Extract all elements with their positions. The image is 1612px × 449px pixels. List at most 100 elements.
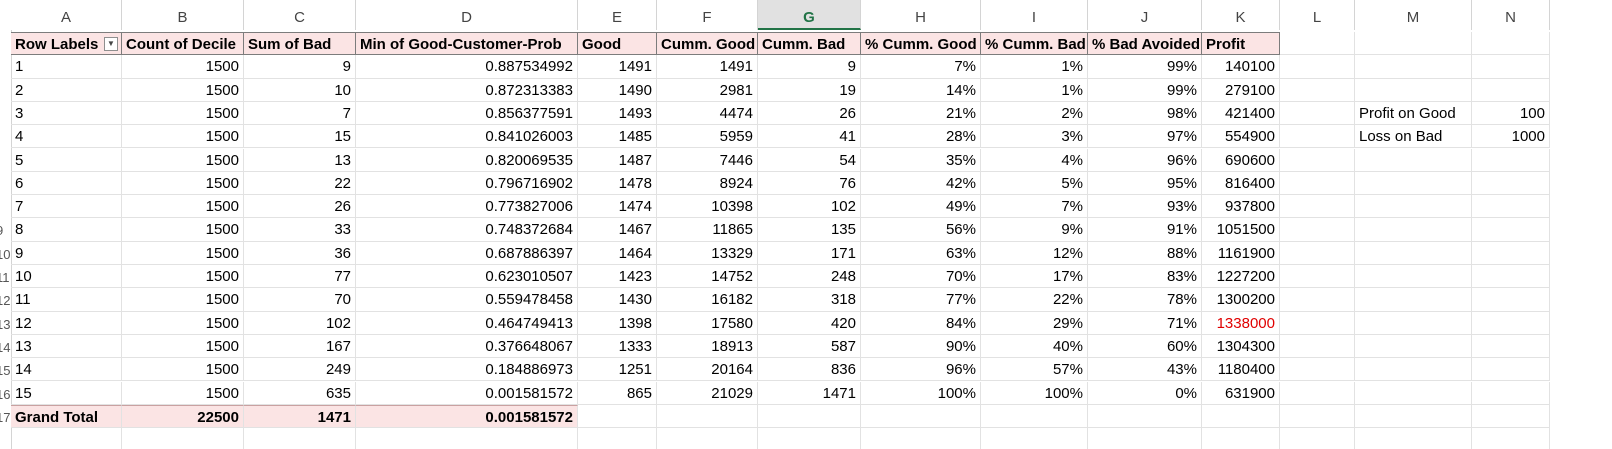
empty-cell[interactable] [1472, 241, 1550, 265]
cell-cumm-good[interactable]: 17580 [657, 311, 758, 335]
empty-cell[interactable] [1202, 428, 1280, 449]
cell-row-labels[interactable]: 5 [11, 148, 122, 172]
cell-cumm-good[interactable]: 4474 [657, 101, 758, 126]
cell-pct-cumm-good[interactable]: 42% [861, 171, 981, 196]
cell-count-of-decile[interactable]: 1500 [122, 381, 244, 405]
cell-pct-cumm-bad[interactable]: 12% [981, 241, 1088, 265]
cell-pct-cumm-bad[interactable]: 100% [981, 381, 1088, 405]
empty-cell[interactable] [1355, 78, 1472, 102]
column-header-h[interactable]: H [861, 0, 981, 30]
cell-profit[interactable]: 1180400 [1202, 358, 1280, 382]
cell-count-of-decile[interactable]: 1500 [122, 171, 244, 196]
empty-cell[interactable] [1355, 288, 1472, 312]
cell-pct-cumm-good[interactable]: 90% [861, 334, 981, 359]
cell-cumm-good[interactable]: 7446 [657, 148, 758, 172]
empty-cell[interactable] [1472, 288, 1550, 312]
row-number[interactable]: 10 [0, 246, 11, 262]
cell-min-prob[interactable]: 0.464749413 [356, 311, 578, 335]
empty-cell[interactable] [356, 428, 578, 449]
cell-pct-cumm-bad[interactable]: 29% [981, 311, 1088, 335]
empty-cell[interactable] [1280, 428, 1355, 449]
cell-cumm-bad[interactable]: 171 [758, 241, 861, 265]
cell-count-of-decile[interactable]: 1500 [122, 288, 244, 312]
empty-cell[interactable] [1355, 334, 1472, 359]
calc-header-4[interactable]: % Cumm. Bad [981, 32, 1088, 56]
cell-cumm-good[interactable]: 8924 [657, 171, 758, 196]
empty-cell[interactable] [1280, 55, 1355, 79]
calc-header-6[interactable]: Profit [1202, 32, 1280, 56]
pivot-header-3[interactable]: Min of Good-Customer-Prob [356, 32, 578, 56]
empty-cell[interactable] [1472, 55, 1550, 79]
empty-cell[interactable] [1355, 404, 1472, 429]
cell-cumm-good[interactable]: 13329 [657, 241, 758, 265]
cell-min-prob[interactable]: 0.856377591 [356, 101, 578, 126]
empty-cell[interactable] [1280, 334, 1355, 359]
cell-good[interactable]: 1464 [578, 241, 657, 265]
empty-cell[interactable] [981, 428, 1088, 449]
cell-cumm-bad[interactable]: 19 [758, 78, 861, 102]
cell-good[interactable]: 1423 [578, 265, 657, 289]
grand-total-label[interactable]: Grand Total [11, 404, 122, 429]
empty-cell[interactable] [1472, 265, 1550, 289]
calc-header-0[interactable]: Good [578, 32, 657, 56]
empty-cell[interactable] [1355, 171, 1472, 196]
empty-cell[interactable] [122, 428, 244, 449]
cell-profit[interactable]: 1338000 [1202, 311, 1280, 335]
column-header-g[interactable]: G [758, 0, 861, 30]
empty-cell[interactable] [1280, 148, 1355, 172]
empty-cell[interactable] [1355, 195, 1472, 219]
cell-sum-of-bad[interactable]: 10 [244, 78, 356, 102]
cell-count-of-decile[interactable]: 1500 [122, 148, 244, 172]
column-header-n[interactable]: N [1472, 0, 1550, 30]
calc-header-1[interactable]: Cumm. Good [657, 32, 758, 56]
cell-sum-of-bad[interactable]: 36 [244, 241, 356, 265]
cell-cumm-good[interactable]: 21029 [657, 381, 758, 405]
empty-cell[interactable] [1472, 311, 1550, 335]
param-label[interactable]: Profit on Good [1355, 101, 1472, 126]
cell-pct-cumm-good[interactable]: 7% [861, 55, 981, 79]
cell-profit[interactable]: 1227200 [1202, 265, 1280, 289]
cell-profit[interactable]: 690600 [1202, 148, 1280, 172]
cell-pct-bad-avoided[interactable]: 98% [1088, 101, 1202, 126]
empty-cell[interactable] [1280, 358, 1355, 382]
cell-pct-cumm-good[interactable]: 14% [861, 78, 981, 102]
empty-cell[interactable] [1472, 171, 1550, 196]
cell-pct-cumm-bad[interactable]: 3% [981, 125, 1088, 149]
cell-pct-bad-avoided[interactable]: 96% [1088, 148, 1202, 172]
cell-count-of-decile[interactable]: 1500 [122, 101, 244, 126]
cell-pct-cumm-good[interactable]: 70% [861, 265, 981, 289]
cell-row-labels[interactable]: 3 [11, 101, 122, 126]
cell-cumm-bad[interactable]: 9 [758, 55, 861, 79]
column-header-j[interactable]: J [1088, 0, 1202, 30]
empty-cell[interactable] [1280, 125, 1355, 149]
empty-cell[interactable] [1280, 32, 1355, 56]
empty-cell[interactable] [981, 404, 1088, 429]
cell-row-labels[interactable]: 11 [11, 288, 122, 312]
cell-good[interactable]: 1467 [578, 218, 657, 242]
cell-good[interactable]: 1474 [578, 195, 657, 219]
cell-row-labels[interactable]: 2 [11, 78, 122, 102]
filter-dropdown-icon[interactable]: ▼ [104, 37, 118, 51]
empty-cell[interactable] [244, 428, 356, 449]
cell-cumm-good[interactable]: 14752 [657, 265, 758, 289]
row-number[interactable]: 14 [0, 339, 11, 355]
cell-pct-cumm-bad[interactable]: 9% [981, 218, 1088, 242]
empty-cell[interactable] [1472, 218, 1550, 242]
empty-cell[interactable] [1280, 171, 1355, 196]
cell-profit[interactable]: 140100 [1202, 55, 1280, 79]
cell-pct-bad-avoided[interactable]: 43% [1088, 358, 1202, 382]
empty-cell[interactable] [1355, 32, 1472, 56]
column-header-d[interactable]: D [356, 0, 578, 30]
empty-cell[interactable] [1472, 381, 1550, 405]
cell-profit[interactable]: 1051500 [1202, 218, 1280, 242]
cell-good[interactable]: 865 [578, 381, 657, 405]
row-number[interactable]: 12 [0, 293, 11, 309]
cell-row-labels[interactable]: 10 [11, 265, 122, 289]
cell-min-prob[interactable]: 0.872313383 [356, 78, 578, 102]
cell-min-prob[interactable]: 0.559478458 [356, 288, 578, 312]
cell-pct-bad-avoided[interactable]: 99% [1088, 78, 1202, 102]
cell-good[interactable]: 1490 [578, 78, 657, 102]
cell-good[interactable]: 1485 [578, 125, 657, 149]
cell-good[interactable]: 1333 [578, 334, 657, 359]
grand-total-count[interactable]: 22500 [122, 404, 244, 429]
